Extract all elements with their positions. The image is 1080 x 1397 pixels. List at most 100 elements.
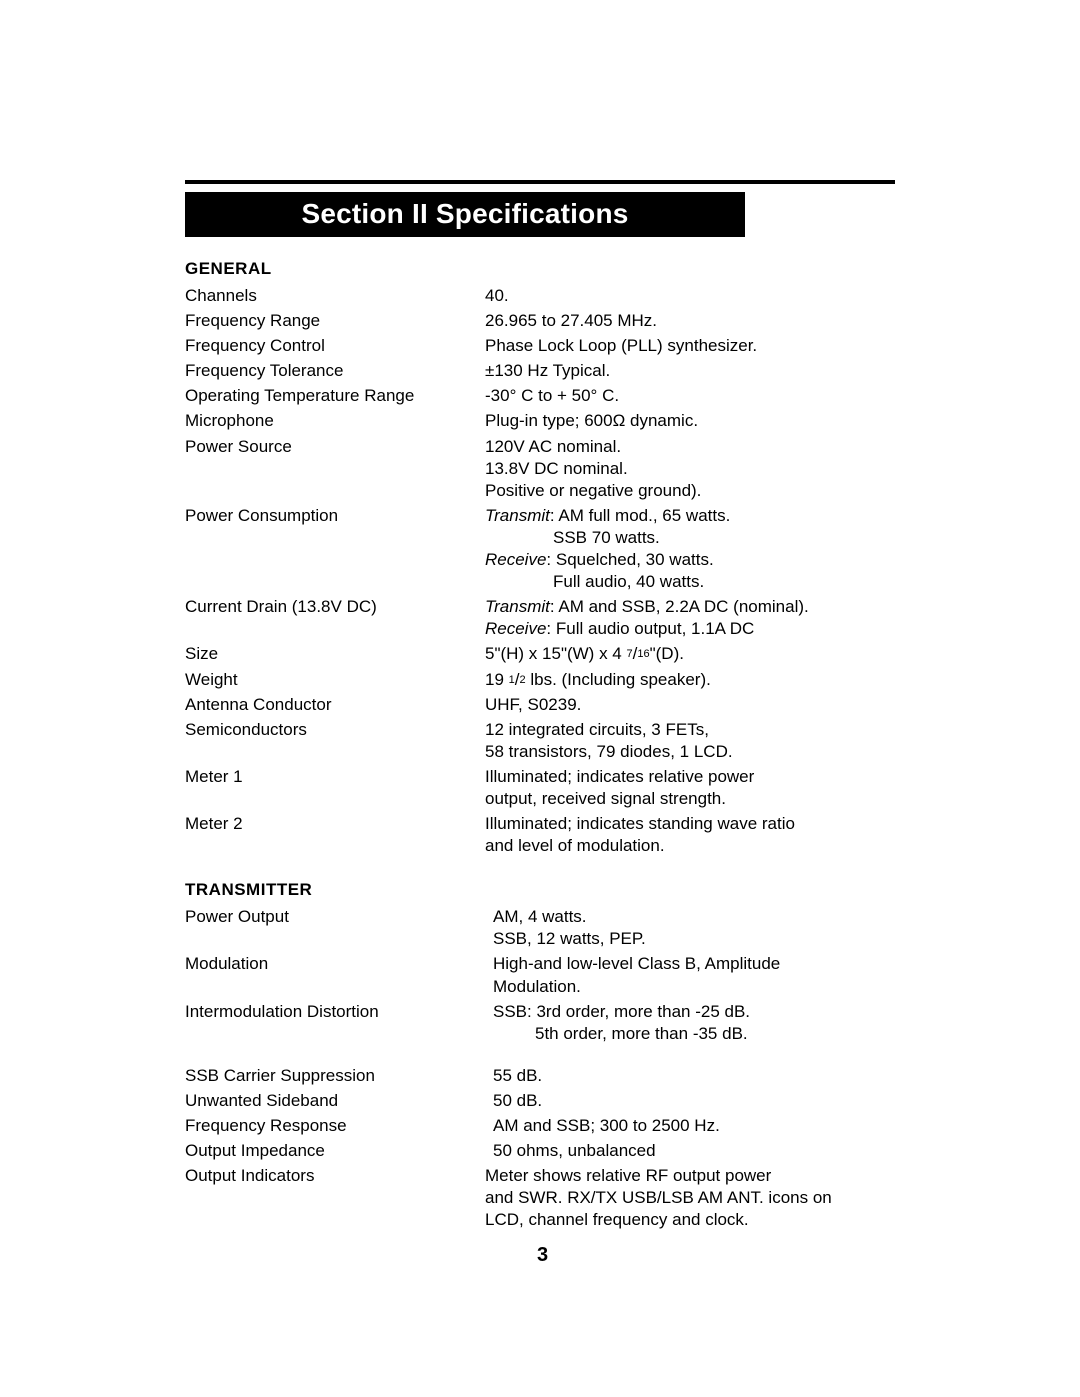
spec-content: GENERAL Channels40.Frequency Range26.965 … (185, 259, 900, 1234)
spec-row: Intermodulation DistortionSSB: 3rd order… (185, 1001, 900, 1048)
spec-value-line: AM and SSB; 300 to 2500 Hz. (493, 1115, 900, 1137)
spec-label: Power Consumption (185, 505, 485, 596)
group-heading: GENERAL (185, 259, 900, 279)
spec-value-line: Receive: Full audio output, 1.1A DC (485, 618, 900, 640)
spec-row: Frequency Tolerance±130 Hz Typical. (185, 360, 900, 385)
spec-value-line: 13.8V DC nominal. (485, 458, 900, 480)
spec-row: Size5"(H) x 15"(W) x 4 7/16"(D). (185, 643, 900, 668)
spec-row: Output IndicatorsMeter shows relative RF… (185, 1165, 900, 1234)
spec-row: Channels40. (185, 285, 900, 310)
spec-value-line: output, received signal strength. (485, 788, 900, 810)
spec-label: Output Indicators (185, 1165, 485, 1234)
spec-row: MicrophonePlug-in type; 600Ω dynamic. (185, 410, 900, 435)
spec-row: Output Impedance 50 ohms, unbalanced (185, 1140, 900, 1165)
section-title-banner: Section II Specifications (185, 192, 745, 237)
spec-label: Weight (185, 669, 485, 694)
spec-value: Transmit: AM and SSB, 2.2A DC (nominal).… (485, 596, 900, 643)
spec-value-line: -30° C to + 50° C. (485, 385, 900, 407)
spec-value: Phase Lock Loop (PLL) synthesizer. (485, 335, 900, 360)
spec-label: Frequency Response (185, 1115, 485, 1140)
spec-value-line: Meter shows relative RF output power (485, 1165, 900, 1187)
group-heading: TRANSMITTER (185, 880, 900, 900)
spec-value-line: and level of modulation. (485, 835, 900, 857)
spec-row: Power Source120V AC nominal.13.8V DC nom… (185, 436, 900, 505)
spec-value: 12 integrated circuits, 3 FETs,58 transi… (485, 719, 900, 766)
spec-value: Meter shows relative RF output powerand … (485, 1165, 900, 1234)
spec-value-line: Modulation. (493, 976, 900, 998)
spec-value-line: Full audio, 40 watts. (485, 571, 900, 593)
spec-value: 50 ohms, unbalanced (485, 1140, 900, 1165)
spec-label: Meter 2 (185, 813, 485, 860)
spec-row: SSB Carrier Suppression 55 dB. (185, 1065, 900, 1090)
spec-label: Semiconductors (185, 719, 485, 766)
spec-row: Meter 2Illuminated; indicates standing w… (185, 813, 900, 860)
spec-table: Channels40.Frequency Range26.965 to 27.4… (185, 285, 900, 860)
spec-row: Meter 1Illuminated; indicates relative p… (185, 766, 900, 813)
spec-value-line: LCD, channel frequency and clock. (485, 1209, 900, 1231)
spec-value: AM, 4 watts.SSB, 12 watts, PEP. (485, 906, 900, 953)
spec-row: ModulationHigh-and low-level Class B, Am… (185, 953, 900, 1000)
spec-label: Modulation (185, 953, 485, 1000)
spec-value: Illuminated; indicates relative powerout… (485, 766, 900, 813)
spec-value-line: AM, 4 watts. (493, 906, 900, 928)
spec-value: 55 dB. (485, 1065, 900, 1090)
spec-label: SSB Carrier Suppression (185, 1065, 485, 1090)
spec-value-line: SSB 70 watts. (485, 527, 900, 549)
spec-row: Frequency Range26.965 to 27.405 MHz. (185, 310, 900, 335)
spec-value: 50 dB. (485, 1090, 900, 1115)
spec-value-line: High-and low-level Class B, Amplitude (493, 953, 900, 975)
spec-row: Frequency Response AM and SSB; 300 to 250… (185, 1115, 900, 1140)
spec-value-line: Transmit: AM and SSB, 2.2A DC (nominal). (485, 596, 900, 618)
spec-value: 26.965 to 27.405 MHz. (485, 310, 900, 335)
spec-label: Frequency Tolerance (185, 360, 485, 385)
spec-value-line: SSB: 3rd order, more than -25 dB. (493, 1001, 900, 1023)
spec-value: 120V AC nominal.13.8V DC nominal.Positiv… (485, 436, 900, 505)
document-page: Section II Specifications GENERAL Channel… (0, 0, 1080, 1397)
spec-value-line: 50 dB. (493, 1090, 900, 1112)
page-number: 3 (185, 1244, 900, 1267)
spec-value-line: Illuminated; indicates relative power (485, 766, 900, 788)
spec-label: Frequency Control (185, 335, 485, 360)
spec-value: SSB: 3rd order, more than -25 dB.5th ord… (485, 1001, 900, 1048)
spec-label: Meter 1 (185, 766, 485, 813)
spec-row: Power ConsumptionTransmit: AM full mod.,… (185, 505, 900, 596)
spec-value: 19 1/2 lbs. (Including speaker). (485, 669, 900, 694)
spec-row: Operating Temperature Range-30° C to + 5… (185, 385, 900, 410)
spec-value: -30° C to + 50° C. (485, 385, 900, 410)
spec-row: Current Drain (13.8V DC)Transmit: AM and… (185, 596, 900, 643)
spec-value: Transmit: AM full mod., 65 watts.SSB 70 … (485, 505, 900, 596)
spec-value-line: ±130 Hz Typical. (485, 360, 900, 382)
spec-value-line: Plug-in type; 600Ω dynamic. (485, 410, 900, 432)
spec-label: Microphone (185, 410, 485, 435)
spec-value-line: 50 ohms, unbalanced (493, 1140, 900, 1162)
spec-value: Plug-in type; 600Ω dynamic. (485, 410, 900, 435)
spec-label: Output Impedance (185, 1140, 485, 1165)
spec-row: Frequency ControlPhase Lock Loop (PLL) s… (185, 335, 900, 360)
spec-row: Unwanted Sideband 50 dB. (185, 1090, 900, 1115)
top-rule (185, 180, 895, 184)
spec-label: Current Drain (13.8V DC) (185, 596, 485, 643)
spec-row: Semiconductors12 integrated circuits, 3 … (185, 719, 900, 766)
spec-label: Frequency Range (185, 310, 485, 335)
spec-value-line: Receive: Squelched, 30 watts. (485, 549, 900, 571)
spec-value: High-and low-level Class B, AmplitudeMod… (485, 953, 900, 1000)
spec-value-line: SSB, 12 watts, PEP. (493, 928, 900, 950)
spec-table: Power OutputAM, 4 watts.SSB, 12 watts, P… (185, 906, 900, 1234)
spec-value-line: UHF, S0239. (485, 694, 900, 716)
spec-label: Power Output (185, 906, 485, 953)
spec-label: Intermodulation Distortion (185, 1001, 485, 1048)
spec-value-line: and SWR. RX/TX USB/LSB AM ANT. icons on (485, 1187, 900, 1209)
spec-value-line: 26.965 to 27.405 MHz. (485, 310, 900, 332)
spec-row: Power OutputAM, 4 watts.SSB, 12 watts, P… (185, 906, 900, 953)
spec-value: UHF, S0239. (485, 694, 900, 719)
spec-label: Unwanted Sideband (185, 1090, 485, 1115)
spec-label: Antenna Conductor (185, 694, 485, 719)
spec-row: Weight19 1/2 lbs. (Including speaker). (185, 669, 900, 694)
spec-label: Channels (185, 285, 485, 310)
spec-row: Antenna ConductorUHF, S0239. (185, 694, 900, 719)
spec-value: ±130 Hz Typical. (485, 360, 900, 385)
spec-value-line: Phase Lock Loop (PLL) synthesizer. (485, 335, 900, 357)
spec-value-line: Positive or negative ground). (485, 480, 900, 502)
spec-value-line: 55 dB. (493, 1065, 900, 1087)
spec-value-line: 5th order, more than -35 dB. (493, 1023, 900, 1045)
